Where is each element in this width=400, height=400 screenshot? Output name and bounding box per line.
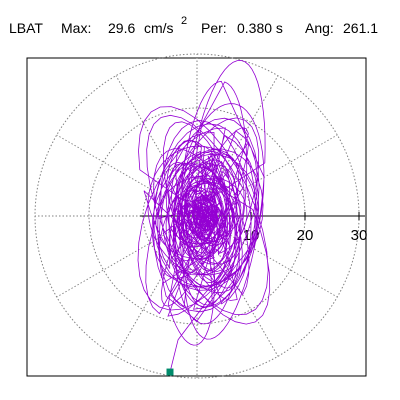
max-unit-exponent: 2 — [181, 15, 187, 27]
angle-label: Ang: — [305, 20, 334, 36]
end-marker — [166, 368, 174, 376]
period-value: 0.380 s — [237, 20, 283, 36]
axis-tick-label: 20 — [297, 227, 314, 244]
period-label: Per: — [201, 20, 227, 36]
axis-tick-label: 30 — [351, 227, 368, 244]
max-label: Max: — [61, 20, 91, 36]
end-point-marker — [166, 368, 174, 376]
grid-spoke — [115, 75, 198, 217]
grid-spoke — [115, 215, 198, 357]
grid-spoke — [196, 215, 279, 357]
max-value: 29.6 — [108, 20, 135, 36]
grid-spoke — [56, 134, 198, 217]
grid-spoke — [196, 134, 338, 217]
trace-path — [137, 60, 271, 373]
grid-spoke — [196, 75, 279, 217]
angle-value: 261.1 — [343, 20, 378, 36]
plot-header: LBAT Max: 29.6 cm/s 2 Per: 0.380 s Ang: … — [9, 15, 378, 36]
particle-motion-trace — [137, 60, 271, 373]
grid-spoke — [56, 215, 198, 298]
station-code: LBAT — [9, 20, 43, 36]
max-unit: cm/s — [144, 20, 174, 36]
